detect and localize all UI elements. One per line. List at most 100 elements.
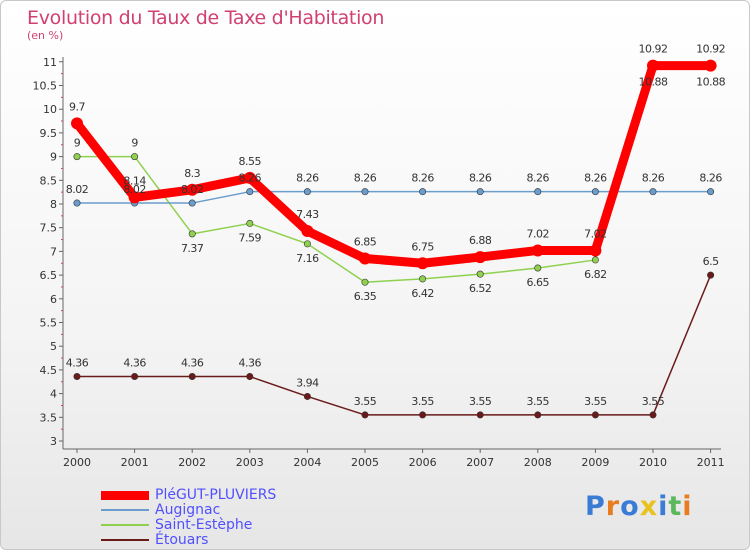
y-tick-label: 5.5: [40, 317, 58, 330]
legend-swatch-plegut: [101, 491, 149, 500]
x-tick-label: 2003: [236, 456, 264, 469]
y-tick-label: 8: [50, 198, 57, 211]
data-label: 3.55: [642, 395, 665, 408]
data-label: 6.88: [469, 234, 492, 247]
data-point: [474, 251, 487, 264]
data-point: [188, 199, 196, 207]
data-label: 6.5: [703, 255, 719, 268]
data-point: [649, 411, 657, 419]
legend-label-augignac: Augignac: [155, 502, 221, 518]
data-label: 8.02: [123, 183, 146, 196]
data-label: 7.02: [527, 227, 550, 240]
chart-title: Evolution du Taux de Taxe d'Habitation: [27, 7, 385, 29]
y-tick-label: 11: [43, 56, 57, 69]
x-tick-label: 2001: [121, 456, 149, 469]
data-point: [361, 411, 369, 419]
data-label: 8.26: [469, 172, 492, 185]
data-point: [591, 256, 599, 264]
data-point: [73, 373, 81, 381]
data-point: [246, 373, 254, 381]
data-label: 9: [131, 137, 138, 150]
x-tick-label: 2002: [178, 456, 206, 469]
data-point: [131, 153, 139, 161]
data-point: [188, 230, 196, 238]
data-point: [186, 183, 199, 196]
data-point: [649, 188, 657, 196]
series-line: [76, 274, 712, 416]
data-label: 6.52: [469, 282, 492, 295]
data-label: 4.36: [239, 357, 262, 370]
data-point: [361, 278, 369, 286]
x-tick-label: 2008: [524, 456, 552, 469]
data-label: 8.26: [699, 172, 722, 185]
x-tick-label: 2007: [466, 456, 494, 469]
data-point: [589, 244, 602, 257]
y-tick-label: 3.5: [40, 411, 58, 424]
data-point: [476, 411, 484, 419]
data-label: 6.82: [584, 268, 607, 281]
data-point: [303, 240, 311, 248]
data-label: 6.75: [411, 240, 434, 253]
y-tick-label: 9: [50, 151, 57, 164]
data-point: [534, 188, 542, 196]
y-tick-label: 7: [50, 245, 57, 258]
data-point: [591, 411, 599, 419]
data-label: 7.43: [296, 208, 319, 221]
data-point: [707, 188, 715, 196]
data-label: 9: [74, 137, 81, 150]
data-label: 7.16: [296, 252, 319, 265]
legend-swatch-etouars: [101, 539, 149, 541]
data-label: 10.88: [639, 75, 668, 88]
data-label: 8.26: [296, 172, 319, 185]
data-label: 8.26: [239, 172, 262, 185]
data-label: 6.35: [354, 290, 377, 303]
y-tick-label: 5: [50, 340, 57, 353]
x-tick-label: 2006: [409, 456, 437, 469]
data-point: [188, 373, 196, 381]
data-label: 3.94: [296, 376, 319, 389]
data-label: 10.88: [696, 75, 725, 88]
data-point: [128, 191, 141, 204]
y-tick-label: 4.5: [40, 364, 58, 377]
data-point: [359, 252, 371, 265]
data-point: [476, 270, 484, 278]
y-tick-label: 6: [50, 293, 57, 306]
data-point: [301, 225, 314, 238]
data-label: 3.55: [469, 395, 492, 408]
data-label: 3.55: [584, 395, 607, 408]
y-tick-label: 6.5: [40, 269, 58, 282]
data-point: [246, 219, 254, 227]
y-tick-label: 4: [50, 388, 57, 401]
data-label: 4.36: [181, 357, 204, 370]
x-tick-label: 2004: [293, 456, 321, 469]
data-label: 8.26: [584, 172, 607, 185]
data-point: [534, 264, 542, 272]
data-label: 8.26: [527, 172, 550, 185]
data-label: 8.02: [66, 183, 89, 196]
data-label: 3.55: [354, 395, 377, 408]
data-label: 8.26: [642, 172, 665, 185]
data-label: 7.59: [239, 231, 262, 244]
data-point: [243, 171, 256, 184]
data-point: [361, 188, 369, 196]
x-tick-label: 2011: [697, 456, 725, 469]
legend-label-saint-estephe: Saint-Estèphe: [155, 517, 253, 533]
data-label: 6.85: [354, 236, 377, 249]
y-tick-label: 3: [50, 435, 57, 448]
data-point: [246, 188, 254, 196]
data-label: 10.92: [696, 43, 725, 56]
y-tick-label: 10.5: [33, 80, 58, 93]
data-label: 7.02: [584, 227, 607, 240]
x-tick-label: 2009: [581, 456, 609, 469]
data-label: 10.92: [639, 43, 668, 56]
data-label: 3.55: [527, 395, 550, 408]
data-label: 8.3: [184, 167, 200, 180]
data-label: 9.7: [69, 100, 85, 113]
data-point: [534, 411, 542, 419]
data-point: [303, 392, 311, 400]
data-point: [303, 188, 311, 196]
data-point: [419, 411, 427, 419]
data-label: 4.36: [66, 357, 89, 370]
legend-swatch-augignac: [101, 509, 149, 511]
